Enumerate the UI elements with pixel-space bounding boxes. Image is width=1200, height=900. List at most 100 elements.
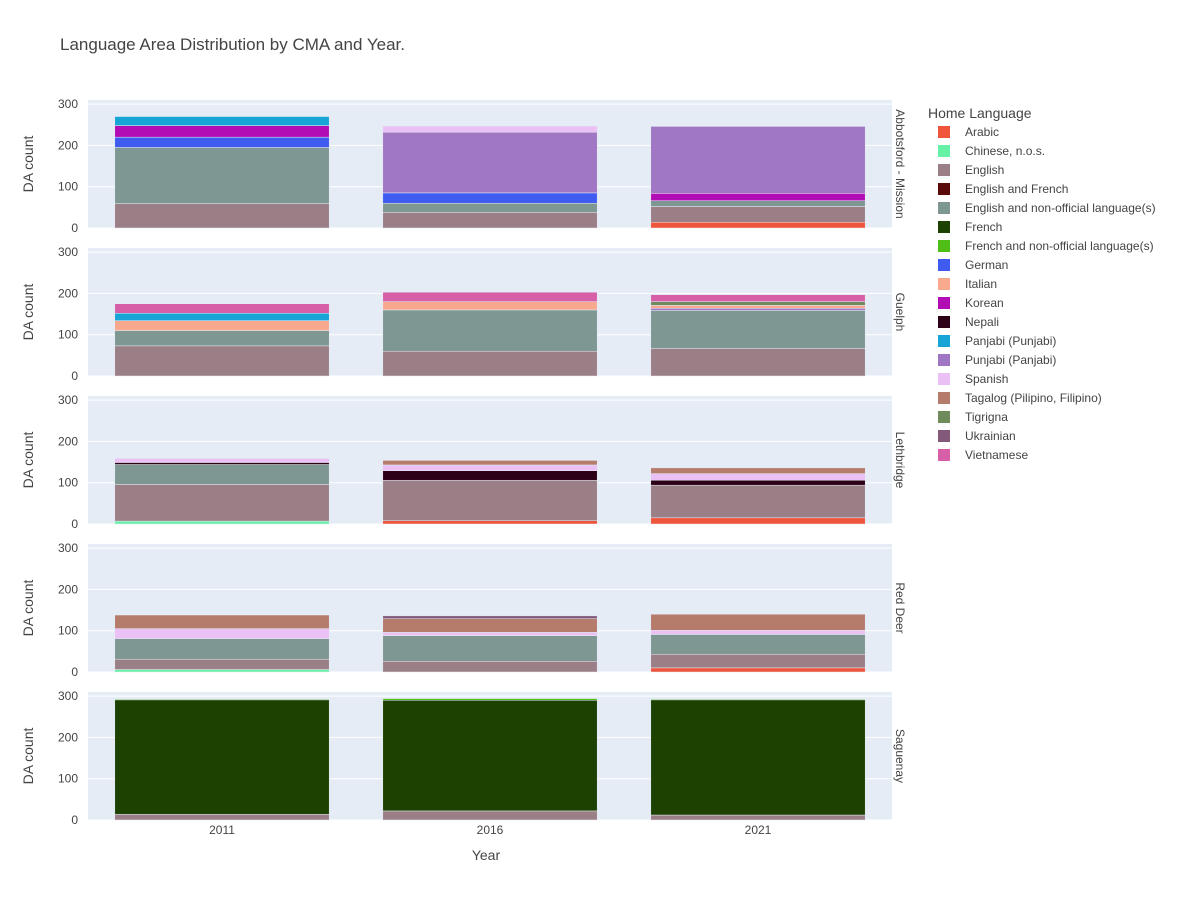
bar-segment bbox=[650, 294, 866, 302]
bar-segment bbox=[114, 147, 330, 204]
legend-item[interactable]: Panjabi (Punjabi) bbox=[938, 334, 1056, 348]
facet-label: Lethbridge bbox=[893, 432, 907, 489]
legend-item[interactable]: Ukrainian bbox=[938, 429, 1016, 443]
x-tick-label: 2016 bbox=[477, 823, 504, 837]
bar-segment bbox=[114, 614, 330, 629]
bar-segment bbox=[650, 699, 866, 816]
legend-swatch bbox=[938, 202, 950, 214]
facet-panel: 0 100 200 300 DA count Guelph bbox=[20, 245, 907, 383]
bar-segment bbox=[650, 193, 866, 201]
legend-item[interactable]: Korean bbox=[938, 296, 1004, 310]
bar-segment bbox=[650, 348, 866, 377]
y-tick-label: 0 bbox=[71, 517, 78, 531]
legend-label: Tagalog (Pilipino, Filipino) bbox=[965, 391, 1102, 405]
legend-label: Arabic bbox=[965, 125, 999, 139]
bar-segment bbox=[114, 320, 330, 331]
legend-item[interactable]: Nepali bbox=[938, 315, 999, 329]
bar-segment bbox=[650, 630, 866, 635]
facet-panel: 0 100 200 300 DA count Red Deer bbox=[20, 541, 907, 679]
y-tick-label: 0 bbox=[71, 813, 78, 827]
bar-segment bbox=[382, 131, 598, 194]
y-tick-label: 100 bbox=[58, 180, 78, 194]
bar-segment bbox=[650, 206, 866, 223]
bar-segment bbox=[650, 613, 866, 631]
bar-segment bbox=[382, 301, 598, 311]
legend-label: Spanish bbox=[965, 372, 1008, 386]
legend-item[interactable]: Tagalog (Pilipino, Filipino) bbox=[938, 391, 1102, 405]
legend-item[interactable]: Spanish bbox=[938, 372, 1008, 386]
bar-segment bbox=[650, 126, 866, 194]
bar-segment bbox=[382, 635, 598, 662]
y-tick-label: 100 bbox=[58, 328, 78, 342]
bar-segment bbox=[650, 310, 866, 349]
bar-segment bbox=[650, 517, 866, 525]
bar-segment bbox=[382, 700, 598, 812]
legend-label: Nepali bbox=[965, 315, 999, 329]
bar-segment bbox=[382, 470, 598, 481]
bar-segment bbox=[382, 618, 598, 633]
y-tick-label: 200 bbox=[58, 286, 78, 300]
bar-segment bbox=[382, 350, 598, 377]
y-tick-label: 300 bbox=[58, 541, 78, 555]
y-tick-label: 200 bbox=[58, 434, 78, 448]
bar-segment bbox=[650, 308, 866, 311]
bar-segment bbox=[114, 303, 330, 314]
chart-title: Language Area Distribution by CMA and Ye… bbox=[60, 35, 405, 54]
bar-segment bbox=[114, 330, 330, 347]
bar-segment bbox=[650, 301, 866, 306]
legend-swatch bbox=[938, 221, 950, 233]
facet-label: Abbotsford - Mission bbox=[893, 109, 907, 218]
legend-title: Home Language bbox=[928, 105, 1032, 121]
bar-segment bbox=[114, 312, 330, 321]
bar-segment bbox=[114, 813, 330, 821]
bar-segment bbox=[650, 305, 866, 309]
bar-segment bbox=[650, 473, 866, 481]
bar-segment bbox=[114, 699, 330, 815]
bar-segment bbox=[382, 520, 598, 525]
facet-label: Red Deer bbox=[893, 582, 907, 633]
legend-label: Punjabi (Panjabi) bbox=[965, 353, 1056, 367]
bar-segment bbox=[650, 221, 866, 229]
y-tick-label: 200 bbox=[58, 582, 78, 596]
bar-segment bbox=[382, 479, 598, 521]
legend-item[interactable]: French bbox=[938, 220, 1002, 234]
legend-item[interactable]: Arabic bbox=[938, 125, 999, 139]
y-tick-label: 300 bbox=[58, 393, 78, 407]
legend-swatch bbox=[938, 183, 950, 195]
facet-label: Saguenay bbox=[893, 729, 907, 783]
bar-segment bbox=[382, 661, 598, 673]
bar-segment bbox=[650, 698, 866, 701]
legend-item[interactable]: English and French bbox=[938, 182, 1068, 196]
legend-item[interactable]: German bbox=[938, 258, 1008, 272]
bar-segment bbox=[114, 520, 330, 525]
legend-item[interactable]: French and non-official language(s) bbox=[938, 239, 1154, 253]
legend-item[interactable]: Vietnamese bbox=[938, 448, 1028, 462]
bar-segment bbox=[114, 658, 330, 670]
bar-segment bbox=[114, 669, 330, 673]
legend-item[interactable]: English and non-official language(s) bbox=[938, 201, 1156, 215]
bar-segment bbox=[114, 458, 330, 463]
y-axis-title: DA count bbox=[20, 431, 36, 488]
bar-segment bbox=[382, 291, 598, 302]
bar-segment bbox=[382, 698, 598, 701]
legend-item[interactable]: English bbox=[938, 163, 1004, 177]
legend-label: Tigrigna bbox=[965, 410, 1008, 424]
legend-item[interactable]: Italian bbox=[938, 277, 997, 291]
y-axis-title: DA count bbox=[20, 283, 36, 340]
bar-segment bbox=[114, 464, 330, 485]
legend-label: Korean bbox=[965, 296, 1004, 310]
bar-segment bbox=[650, 467, 866, 474]
bar-segment bbox=[114, 136, 330, 148]
legend-swatch bbox=[938, 316, 950, 328]
legend-item[interactable]: Tigrigna bbox=[938, 410, 1008, 424]
legend-item[interactable]: Punjabi (Panjabi) bbox=[938, 353, 1056, 367]
legend-item[interactable]: Chinese, n.o.s. bbox=[938, 144, 1045, 158]
legend-swatch bbox=[938, 392, 950, 404]
legend-swatch bbox=[938, 164, 950, 176]
legend-swatch bbox=[938, 240, 950, 252]
bar-segment bbox=[382, 810, 598, 821]
legend-label: French bbox=[965, 220, 1002, 234]
legend: Home Language Arabic Chinese, n.o.s. Engli… bbox=[928, 105, 1156, 462]
y-axis-title: DA count bbox=[20, 135, 36, 192]
